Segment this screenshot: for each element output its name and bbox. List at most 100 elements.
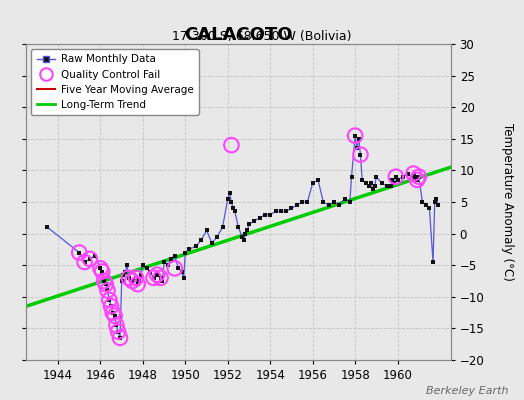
Point [372, 174, 380, 180]
Point [303, 199, 312, 205]
Point [156, 275, 165, 281]
Point [108, 310, 117, 316]
Point [103, 287, 112, 294]
Point [107, 303, 115, 310]
Point [121, 268, 129, 275]
Point [365, 183, 374, 189]
Point [227, 199, 236, 205]
Title: CALACOTO: CALACOTO [184, 26, 293, 44]
Point [358, 177, 366, 183]
Point [418, 199, 427, 205]
Point [117, 278, 126, 284]
Point [367, 180, 375, 186]
Point [43, 224, 51, 230]
Point [292, 202, 301, 208]
Point [103, 287, 112, 294]
Point [219, 224, 227, 230]
Point [86, 256, 94, 262]
Point [409, 170, 418, 177]
Point [160, 259, 168, 265]
Point [404, 170, 412, 177]
Point [309, 180, 317, 186]
Point [156, 275, 165, 281]
Point [134, 281, 142, 287]
Point [282, 208, 290, 215]
Point [149, 275, 158, 281]
Point [245, 221, 253, 227]
Point [98, 268, 106, 275]
Point [413, 177, 421, 183]
Point [75, 249, 83, 256]
Point [225, 189, 234, 196]
Point [324, 202, 333, 208]
Point [111, 312, 119, 319]
Point [261, 212, 269, 218]
Point [181, 249, 190, 256]
Point [227, 142, 236, 148]
Point [125, 275, 133, 281]
Point [229, 205, 237, 212]
Point [271, 208, 280, 215]
Point [356, 151, 365, 158]
Point [231, 208, 239, 215]
Point [180, 275, 188, 281]
Point [392, 174, 400, 180]
Point [192, 243, 200, 250]
Point [234, 224, 243, 230]
Point [414, 174, 423, 180]
Point [98, 268, 106, 275]
Point [370, 183, 379, 189]
Point [414, 174, 423, 180]
Point [167, 256, 176, 262]
Text: Berkeley Earth: Berkeley Earth [426, 386, 508, 396]
Point [112, 322, 121, 328]
Point [208, 240, 216, 246]
Point [377, 180, 386, 186]
Point [107, 303, 115, 310]
Point [149, 275, 158, 281]
Point [132, 275, 140, 281]
Point [197, 237, 205, 243]
Point [134, 281, 142, 287]
Point [116, 335, 124, 341]
Point [238, 234, 246, 240]
Point [413, 177, 421, 183]
Point [114, 328, 122, 335]
Point [368, 186, 377, 192]
Point [100, 278, 108, 284]
Point [143, 265, 151, 272]
Point [399, 174, 407, 180]
Point [277, 208, 285, 215]
Point [314, 177, 322, 183]
Point [128, 278, 136, 284]
Point [319, 199, 328, 205]
Point [429, 259, 437, 265]
Point [355, 136, 363, 142]
Point [111, 312, 119, 319]
Point [243, 227, 252, 234]
Point [135, 278, 144, 284]
Point [409, 170, 418, 177]
Point [388, 177, 397, 183]
Point [105, 297, 114, 303]
Point [158, 278, 167, 284]
Point [425, 205, 433, 212]
Point [171, 252, 179, 259]
Point [335, 202, 343, 208]
Point [132, 275, 140, 281]
Point [362, 180, 370, 186]
Point [266, 212, 275, 218]
Point [386, 183, 395, 189]
Point [340, 196, 348, 202]
Point [224, 196, 232, 202]
Point [383, 183, 391, 189]
Point [174, 265, 182, 272]
Point [185, 246, 193, 253]
Point [137, 272, 146, 278]
Point [171, 265, 179, 272]
Point [86, 256, 94, 262]
Point [330, 199, 338, 205]
Point [351, 132, 359, 139]
Point [431, 199, 439, 205]
Point [80, 259, 89, 265]
